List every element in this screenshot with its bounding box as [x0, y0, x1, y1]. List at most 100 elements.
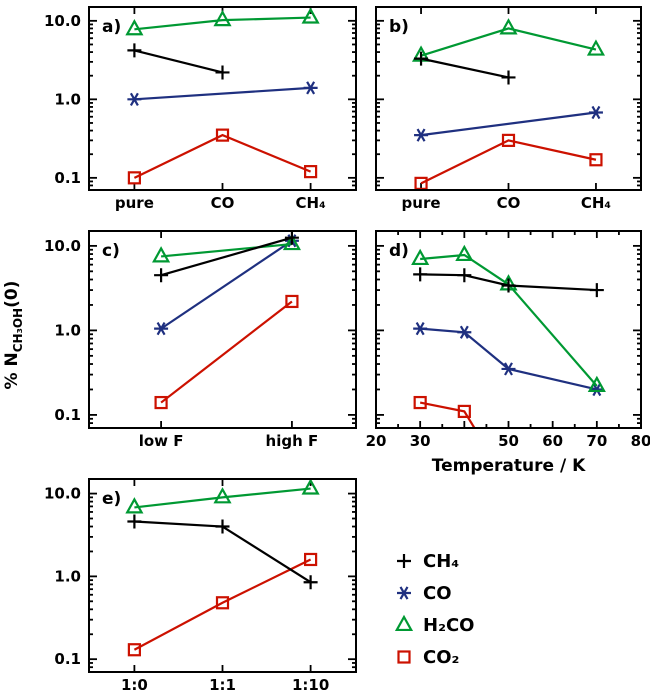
y-tick-label: 10.0: [44, 12, 81, 30]
plus-marker: [589, 283, 604, 298]
asterisk-marker: [303, 81, 318, 95]
plus-marker: [215, 519, 230, 534]
square-marker: [304, 552, 318, 567]
series-line: [160, 242, 293, 258]
x-tick-label: 1:0: [121, 676, 148, 692]
series-layer: [152, 231, 301, 410]
y-tick-label: 1.0: [54, 90, 81, 108]
square-marker: [501, 133, 516, 147]
x-tick-label: pure: [402, 194, 441, 212]
panel-a: 0.1 1.0 10.0 pure CO CH₄ a): [44, 6, 357, 212]
series-markers: [154, 294, 299, 410]
asterisk-marker: [414, 128, 429, 142]
plus-marker: [284, 231, 299, 245]
x-tick-label: 70: [586, 432, 607, 450]
plus-marker: [127, 43, 142, 58]
square-marker: [304, 165, 318, 179]
x-tick-label: 60: [542, 432, 563, 450]
series-markers: [413, 321, 604, 397]
series-line: [160, 239, 293, 330]
series-markers: [414, 51, 516, 85]
triangle-marker: [213, 487, 232, 504]
series-markers: [127, 514, 318, 590]
asterisk-marker: [457, 325, 472, 339]
square-marker: [457, 404, 471, 419]
triangle-marker: [411, 248, 430, 266]
series-markers: [152, 233, 301, 263]
panel-frame: [88, 478, 357, 673]
panel-e: 0.1 1.0 10.0 1:0 1:1 1:10 e): [44, 478, 357, 692]
series-line: [420, 253, 598, 387]
series-line: [133, 133, 312, 179]
legend-label: CH₄: [423, 551, 459, 572]
asterisk-marker: [127, 92, 142, 106]
x-tick-label: pure: [115, 194, 154, 212]
series-layer: [125, 479, 320, 657]
axis-labels: 0.1 1.0 10.0 1:0 1:1 1:10: [44, 485, 329, 692]
panel-c: 0.1 1.0 10.0 low F high F c): [44, 230, 357, 450]
triangle-marker: [301, 479, 320, 495]
plus-marker: [397, 554, 411, 568]
axis-labels: pure CO CH₄: [402, 194, 611, 212]
series-markers: [414, 105, 603, 142]
panel-frame: [88, 230, 357, 429]
series-markers: [154, 231, 299, 283]
series-line: [420, 139, 597, 185]
series-line: [160, 236, 293, 277]
series-line: [134, 49, 223, 74]
plus-marker: [414, 51, 429, 66]
triangle-marker: [152, 246, 171, 263]
square-marker: [477, 435, 488, 446]
panel-letter: b): [389, 17, 409, 37]
panel-letter: e): [102, 489, 121, 509]
triangle-marker: [301, 7, 320, 24]
legend-label: H₂CO: [423, 615, 474, 636]
panel-letter: c): [102, 241, 120, 261]
x-tick-label: 1:10: [292, 676, 329, 692]
series-markers: [127, 43, 230, 80]
square-marker: [127, 643, 141, 657]
x-tick-label: 30: [410, 432, 431, 450]
asterisk-marker: [397, 586, 411, 600]
y-tick-label: 10.0: [44, 485, 81, 503]
plus-marker: [501, 70, 516, 85]
y-tick-label: 10.0: [44, 237, 81, 255]
x-tick-label: 20: [366, 432, 387, 450]
x-tick-label: 80: [631, 432, 650, 450]
square-marker: [285, 294, 299, 309]
axis-labels: 20 30 50 60 70 80 Temperature / K: [366, 432, 650, 476]
y-tick-label: 0.1: [54, 406, 81, 424]
x-tick-label: CH₄: [581, 194, 611, 212]
x-tick-label: high F: [266, 432, 319, 450]
square-marker: [589, 153, 603, 167]
x-tick-label: 50: [498, 432, 519, 450]
panel-letter: d): [389, 241, 409, 261]
triangle-marker: [125, 19, 144, 36]
square-marker: [154, 395, 168, 410]
series-markers: [127, 81, 318, 106]
square-marker: [215, 596, 230, 610]
x-tick-label: CO: [497, 194, 521, 212]
x-axis-title: Temperature / K: [432, 456, 586, 476]
square-marker: [397, 650, 411, 664]
triangle-marker: [213, 9, 232, 27]
square-marker: [413, 395, 427, 410]
triangle-marker: [125, 497, 144, 514]
x-tick-label: low F: [139, 432, 184, 450]
plus-marker: [127, 514, 142, 529]
series-line: [134, 86, 311, 101]
y-tick-label: 1.0: [54, 567, 81, 585]
y-tick-label: 0.1: [54, 650, 81, 668]
series-line: [160, 300, 293, 404]
square-marker: [127, 171, 141, 185]
y-tick-label: 0.1: [54, 169, 81, 187]
plus-marker: [215, 65, 230, 80]
series-markers: [413, 267, 604, 298]
asterisk-marker: [589, 382, 604, 397]
plus-marker: [303, 575, 318, 590]
plus-marker: [501, 278, 516, 293]
series-markers: [414, 133, 603, 190]
series-markers: [411, 18, 606, 62]
series-line: [419, 401, 476, 428]
